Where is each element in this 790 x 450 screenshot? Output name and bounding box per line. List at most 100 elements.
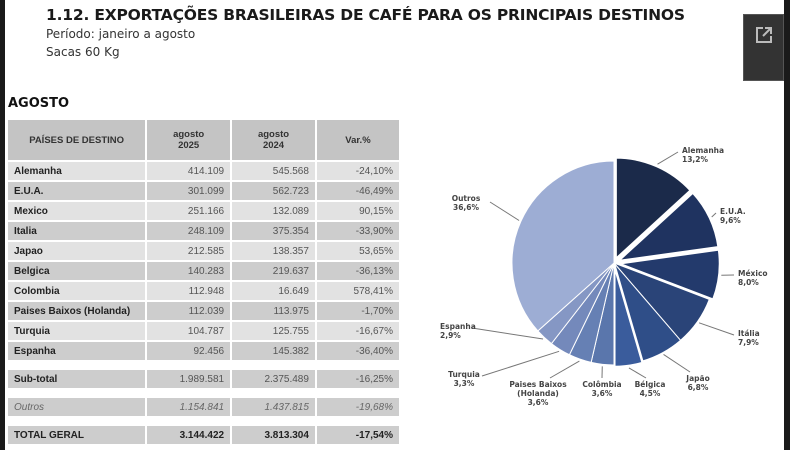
country-cell: Espanha bbox=[8, 342, 146, 360]
col-header-2024: agosto 2024 bbox=[232, 120, 315, 160]
slice-label: Bélgica 4,5% bbox=[635, 380, 666, 398]
value-2024-cell: 375.354 bbox=[232, 222, 315, 240]
col-header-var: Var.% bbox=[316, 120, 399, 160]
value-2025-cell: 92.456 bbox=[147, 342, 231, 360]
col-header-country: PAÍSES DE DESTINO bbox=[8, 120, 146, 160]
leader-line bbox=[711, 212, 717, 218]
var-cell: 53,65% bbox=[316, 242, 399, 260]
table-row: Alemanha 414.109 545.568 -24,10% bbox=[8, 162, 399, 180]
leader-line bbox=[628, 367, 647, 379]
leader-line bbox=[471, 327, 544, 340]
table-row: Belgica 140.283 219.637 -36,13% bbox=[8, 262, 399, 280]
var-cell: -46,49% bbox=[316, 182, 399, 200]
value-2024-cell: 562.723 bbox=[232, 182, 315, 200]
value-2024-cell: 113.975 bbox=[232, 302, 315, 320]
slice-label-name: Bélgica bbox=[634, 380, 666, 389]
unit-text: Sacas 60 Kg bbox=[46, 45, 120, 59]
value-2024-cell: 138.357 bbox=[232, 242, 315, 260]
value-2025-cell: 251.166 bbox=[147, 202, 231, 220]
value-2025-cell: 414.109 bbox=[147, 162, 231, 180]
var-cell: -16,25% bbox=[316, 370, 399, 388]
pie-labels: Alemanha 13,2% E.U.A. 9,6% México 8,0% Itália 7… bbox=[420, 130, 780, 420]
var-cell: -36,40% bbox=[316, 342, 399, 360]
right-window-edge bbox=[784, 0, 790, 450]
pie-slice-10 bbox=[511, 160, 615, 332]
slice-label-value: 13,2% bbox=[682, 155, 709, 164]
value-2024-cell: 3.813.304 bbox=[232, 426, 315, 444]
slice-label-value: 3,6% bbox=[527, 398, 549, 407]
col-header-2025-year: 2025 bbox=[178, 140, 200, 151]
pie-slice-5 bbox=[613, 264, 645, 369]
slice-label: México 8,0% bbox=[738, 269, 768, 287]
slice-label-value: 36,6% bbox=[452, 203, 480, 212]
pie-slice-0 bbox=[614, 156, 693, 263]
slice-label-value: 7,9% bbox=[738, 338, 759, 347]
value-2025-cell: 112.039 bbox=[147, 302, 231, 320]
slice-label-name: Turquia bbox=[448, 370, 480, 379]
slice-label: Paises Baixos (Holanda) 3,6% bbox=[506, 380, 570, 407]
table-row: Espanha 92.456 145.382 -36,40% bbox=[8, 342, 399, 360]
slice-label: E.U.A. 9,6% bbox=[720, 207, 746, 225]
table-row: E.U.A. 301.099 562.723 -46,49% bbox=[8, 182, 399, 200]
section-title: AGOSTO bbox=[8, 96, 70, 111]
value-2025-cell: 301.099 bbox=[147, 182, 231, 200]
value-2025-cell: 1.989.581 bbox=[147, 370, 231, 388]
leader-line bbox=[698, 322, 735, 336]
country-cell: Belgica bbox=[8, 262, 146, 280]
table-row: Turquia 104.787 125.755 -16,67% bbox=[8, 322, 399, 340]
slice-label: Outros 36,6% bbox=[452, 194, 481, 212]
col-header-2024-year: 2024 bbox=[262, 140, 285, 151]
value-2024-cell: 125.755 bbox=[232, 322, 315, 340]
table-row: Mexico 251.166 132.089 90,15% bbox=[8, 202, 399, 220]
slice-label-value: 3,6% bbox=[591, 389, 613, 398]
slice-label-name: E.U.A. bbox=[720, 207, 746, 216]
value-2025-cell: 248.109 bbox=[147, 222, 231, 240]
row-spacer bbox=[8, 362, 399, 368]
var-cell: 578,41% bbox=[316, 282, 399, 300]
col-header-2025-month: agosto bbox=[173, 129, 205, 140]
slice-label-value: 9,6% bbox=[720, 216, 741, 225]
slice-label: Turquia 3,3% bbox=[448, 370, 480, 388]
value-2025-cell: 1.154.841 bbox=[147, 398, 231, 416]
country-cell: Japao bbox=[8, 242, 146, 260]
open-external-button[interactable] bbox=[743, 14, 784, 81]
country-cell: TOTAL GERAL bbox=[8, 426, 146, 444]
left-window-edge bbox=[0, 0, 5, 450]
slice-label: Itália 7,9% bbox=[738, 329, 760, 347]
value-2025-cell: 112.948 bbox=[147, 282, 231, 300]
country-cell: Sub-total bbox=[8, 370, 146, 388]
slice-label-name: Alemanha bbox=[682, 146, 725, 155]
value-2024-cell: 145.382 bbox=[232, 342, 315, 360]
var-cell: -17,54% bbox=[316, 426, 399, 444]
slice-label-name: Itália bbox=[738, 329, 760, 338]
value-2024-cell: 545.568 bbox=[232, 162, 315, 180]
country-cell: Outros bbox=[8, 398, 146, 416]
country-cell: Paises Baixos (Holanda) bbox=[8, 302, 146, 320]
country-cell: Turquia bbox=[8, 322, 146, 340]
value-2025-cell: 104.787 bbox=[147, 322, 231, 340]
leader-line bbox=[549, 360, 580, 379]
table-row: Japao 212.585 138.357 53,65% bbox=[8, 242, 399, 260]
pie-slice-1 bbox=[613, 190, 721, 264]
slice-label-name: Japão bbox=[686, 374, 710, 383]
value-2024-cell: 132.089 bbox=[232, 202, 315, 220]
value-2025-cell: 3.144.422 bbox=[147, 426, 231, 444]
leader-line bbox=[663, 354, 691, 373]
external-link-icon bbox=[756, 27, 772, 43]
country-cell: Italia bbox=[8, 222, 146, 240]
total-row: TOTAL GERAL 3.144.422 3.813.304 -17,54% bbox=[8, 426, 399, 444]
var-cell: -36,13% bbox=[316, 262, 399, 280]
slice-label-name: México bbox=[738, 269, 768, 278]
page-title: 1.12. EXPORTAÇÕES BRASILEIRAS DE CAFÉ PA… bbox=[46, 6, 685, 24]
exports-table: PAÍSES DE DESTINO agosto 2025 agosto 2024 … bbox=[6, 118, 401, 446]
country-cell: Mexico bbox=[8, 202, 146, 220]
value-2025-cell: 140.283 bbox=[147, 262, 231, 280]
leader-line bbox=[657, 151, 679, 165]
period-text: Período: janeiro a agosto bbox=[46, 27, 196, 41]
col-header-2025: agosto 2025 bbox=[147, 120, 231, 160]
slice-label: Japão 6,8% bbox=[686, 374, 709, 392]
slice-label-name: Outros bbox=[451, 194, 481, 203]
value-2025-cell: 212.585 bbox=[147, 242, 231, 260]
value-2024-cell: 219.637 bbox=[232, 262, 315, 280]
slice-label-value: 6,8% bbox=[687, 383, 709, 392]
